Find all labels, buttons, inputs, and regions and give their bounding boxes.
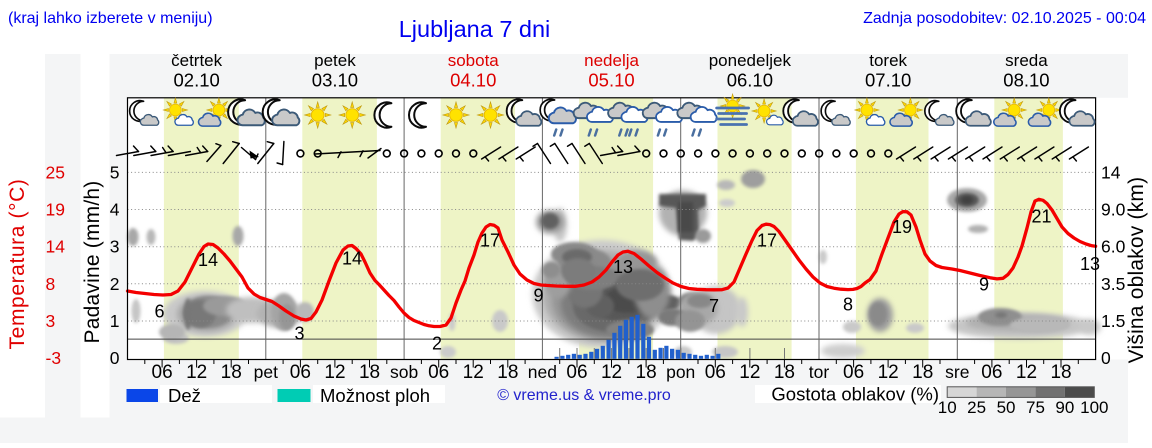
svg-text:06: 06 — [428, 362, 449, 383]
svg-text:© vreme.us & vreme.pro: © vreme.us & vreme.pro — [497, 387, 671, 404]
svg-text:9: 9 — [979, 275, 989, 295]
svg-text:12: 12 — [186, 362, 207, 383]
svg-text:torek: torek — [869, 51, 907, 70]
svg-text:12: 12 — [463, 362, 484, 383]
svg-text:25: 25 — [46, 162, 65, 182]
svg-text:18: 18 — [912, 362, 933, 383]
svg-text:14: 14 — [198, 250, 218, 270]
svg-text:2: 2 — [110, 274, 120, 294]
svg-text:nedelja: nedelja — [584, 51, 639, 70]
svg-text:-3: -3 — [46, 348, 62, 368]
svg-text:12: 12 — [324, 362, 345, 383]
svg-text:3: 3 — [46, 311, 56, 331]
svg-text:06: 06 — [843, 362, 864, 383]
svg-text:12: 12 — [601, 362, 622, 383]
svg-text:19: 19 — [46, 200, 65, 220]
svg-text:18: 18 — [1050, 362, 1071, 383]
svg-text:3: 3 — [110, 237, 120, 257]
svg-text:četrtek: četrtek — [171, 51, 223, 70]
svg-text:19: 19 — [892, 217, 912, 237]
svg-text:2: 2 — [432, 334, 442, 354]
svg-text:Padavine (mm/h): Padavine (mm/h) — [81, 181, 104, 344]
svg-text:07.10: 07.10 — [865, 70, 911, 91]
svg-text:Ljubljana 7 dni: Ljubljana 7 dni — [399, 16, 551, 42]
svg-text:90: 90 — [1055, 398, 1074, 417]
svg-text:Gostota oblakov (%): Gostota oblakov (%) — [771, 384, 939, 405]
svg-text:18: 18 — [497, 362, 518, 383]
svg-text:13: 13 — [1080, 254, 1100, 274]
svg-text:pon: pon — [666, 362, 695, 382]
svg-text:9: 9 — [533, 286, 543, 306]
svg-text:Dež: Dež — [168, 385, 201, 406]
svg-text:sre: sre — [945, 362, 969, 382]
svg-text:100: 100 — [1080, 398, 1108, 417]
svg-text:10: 10 — [938, 398, 957, 417]
svg-text:06: 06 — [566, 362, 587, 383]
svg-text:3.5: 3.5 — [1101, 274, 1125, 294]
svg-text:18: 18 — [359, 362, 380, 383]
svg-text:pet: pet — [254, 362, 278, 382]
svg-text:18: 18 — [774, 362, 795, 383]
svg-text:8: 8 — [46, 274, 56, 294]
svg-text:8: 8 — [843, 295, 853, 315]
svg-text:sobota: sobota — [448, 51, 500, 70]
svg-text:Zadnja posodobitev: 02.10.2025: Zadnja posodobitev: 02.10.2025 - 00:04 — [863, 10, 1146, 27]
svg-text:06: 06 — [290, 362, 311, 383]
svg-text:18: 18 — [636, 362, 657, 383]
svg-text:1: 1 — [110, 311, 120, 331]
svg-text:petek: petek — [314, 51, 356, 70]
svg-text:7: 7 — [709, 296, 719, 316]
svg-text:1.5: 1.5 — [1101, 311, 1125, 331]
svg-text:13: 13 — [613, 257, 633, 277]
svg-text:ponedeljek: ponedeljek — [709, 51, 792, 70]
svg-text:04.10: 04.10 — [450, 70, 496, 91]
svg-text:06: 06 — [705, 362, 726, 383]
svg-text:0: 0 — [1101, 348, 1111, 368]
svg-text:18: 18 — [221, 362, 242, 383]
svg-text:02.10: 02.10 — [174, 70, 220, 91]
svg-text:21: 21 — [1031, 207, 1051, 227]
svg-text:tor: tor — [809, 362, 830, 382]
svg-text:14: 14 — [46, 237, 66, 257]
svg-text:75: 75 — [1026, 398, 1045, 417]
svg-text:sreda: sreda — [1005, 51, 1048, 70]
svg-text:12: 12 — [1016, 362, 1037, 383]
svg-text:Višina oblakov (km): Višina oblakov (km) — [1125, 177, 1148, 364]
svg-text:08.10: 08.10 — [1003, 70, 1049, 91]
svg-text:06: 06 — [152, 362, 173, 383]
svg-text:17: 17 — [480, 231, 500, 251]
svg-text:5: 5 — [110, 162, 120, 182]
svg-text:6: 6 — [154, 302, 164, 322]
svg-text:14: 14 — [1101, 162, 1121, 182]
svg-text:4: 4 — [110, 200, 120, 220]
svg-text:06.10: 06.10 — [727, 70, 773, 91]
svg-text:05.10: 05.10 — [588, 70, 634, 91]
svg-text:06: 06 — [981, 362, 1002, 383]
svg-text:6.0: 6.0 — [1101, 237, 1126, 257]
svg-text:14: 14 — [342, 249, 362, 269]
svg-text:sob: sob — [390, 362, 418, 382]
svg-text:03.10: 03.10 — [312, 70, 358, 91]
svg-text:ned: ned — [528, 362, 557, 382]
svg-text:0: 0 — [110, 348, 120, 368]
svg-text:Možnost ploh: Možnost ploh — [320, 385, 430, 406]
svg-text:Temperatura (°C): Temperatura (°C) — [6, 179, 29, 350]
svg-text:12: 12 — [878, 362, 899, 383]
svg-text:(kraj lahko izberete v meniju): (kraj lahko izberete v meniju) — [8, 10, 213, 27]
svg-text:50: 50 — [997, 398, 1016, 417]
svg-text:17: 17 — [757, 231, 777, 251]
svg-text:12: 12 — [739, 362, 760, 383]
svg-text:25: 25 — [967, 398, 986, 417]
svg-text:3: 3 — [294, 324, 304, 344]
svg-text:9.0: 9.0 — [1101, 200, 1126, 220]
